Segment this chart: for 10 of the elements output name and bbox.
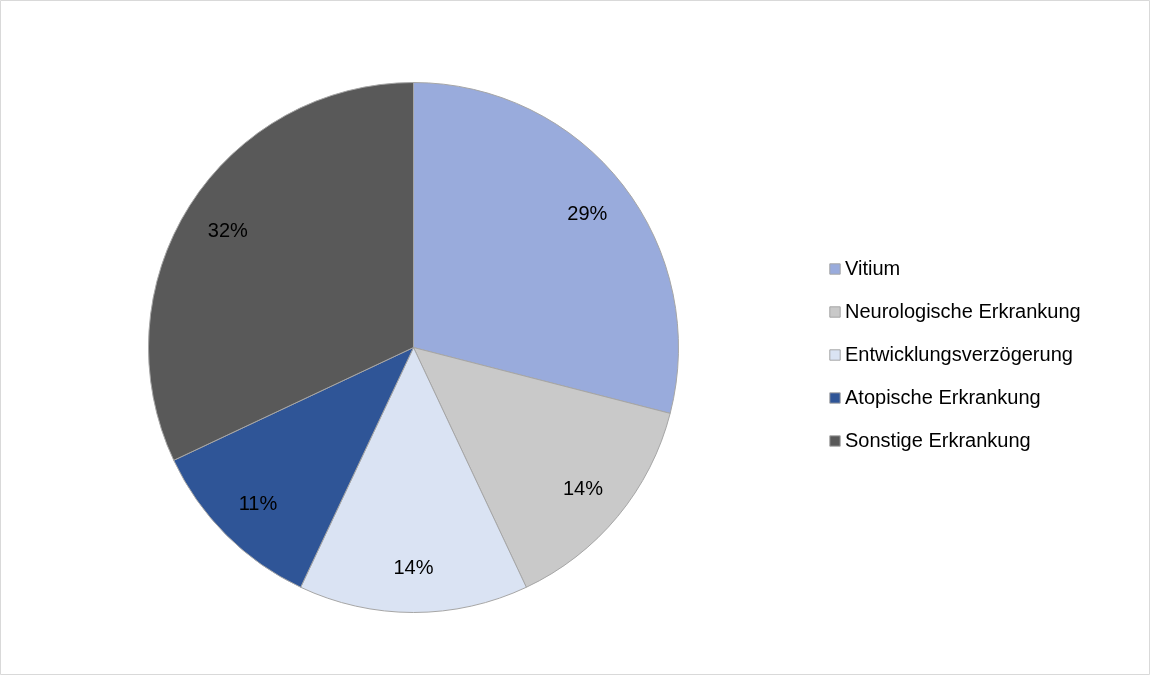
legend-label: Neurologische Erkrankung bbox=[845, 300, 1081, 323]
legend-label: Entwicklungsverzögerung bbox=[845, 343, 1073, 366]
data-label: 14% bbox=[562, 476, 604, 499]
data-label: 29% bbox=[567, 201, 608, 224]
data-label: 14% bbox=[393, 556, 434, 579]
data-label: 32% bbox=[207, 218, 249, 241]
legend-label: Vitium bbox=[845, 257, 901, 280]
legend-label: Sonstige Erkrankung bbox=[845, 429, 1031, 452]
legend-label: Atopische Erkrankung bbox=[845, 386, 1041, 409]
data-label: 11% bbox=[238, 492, 278, 515]
